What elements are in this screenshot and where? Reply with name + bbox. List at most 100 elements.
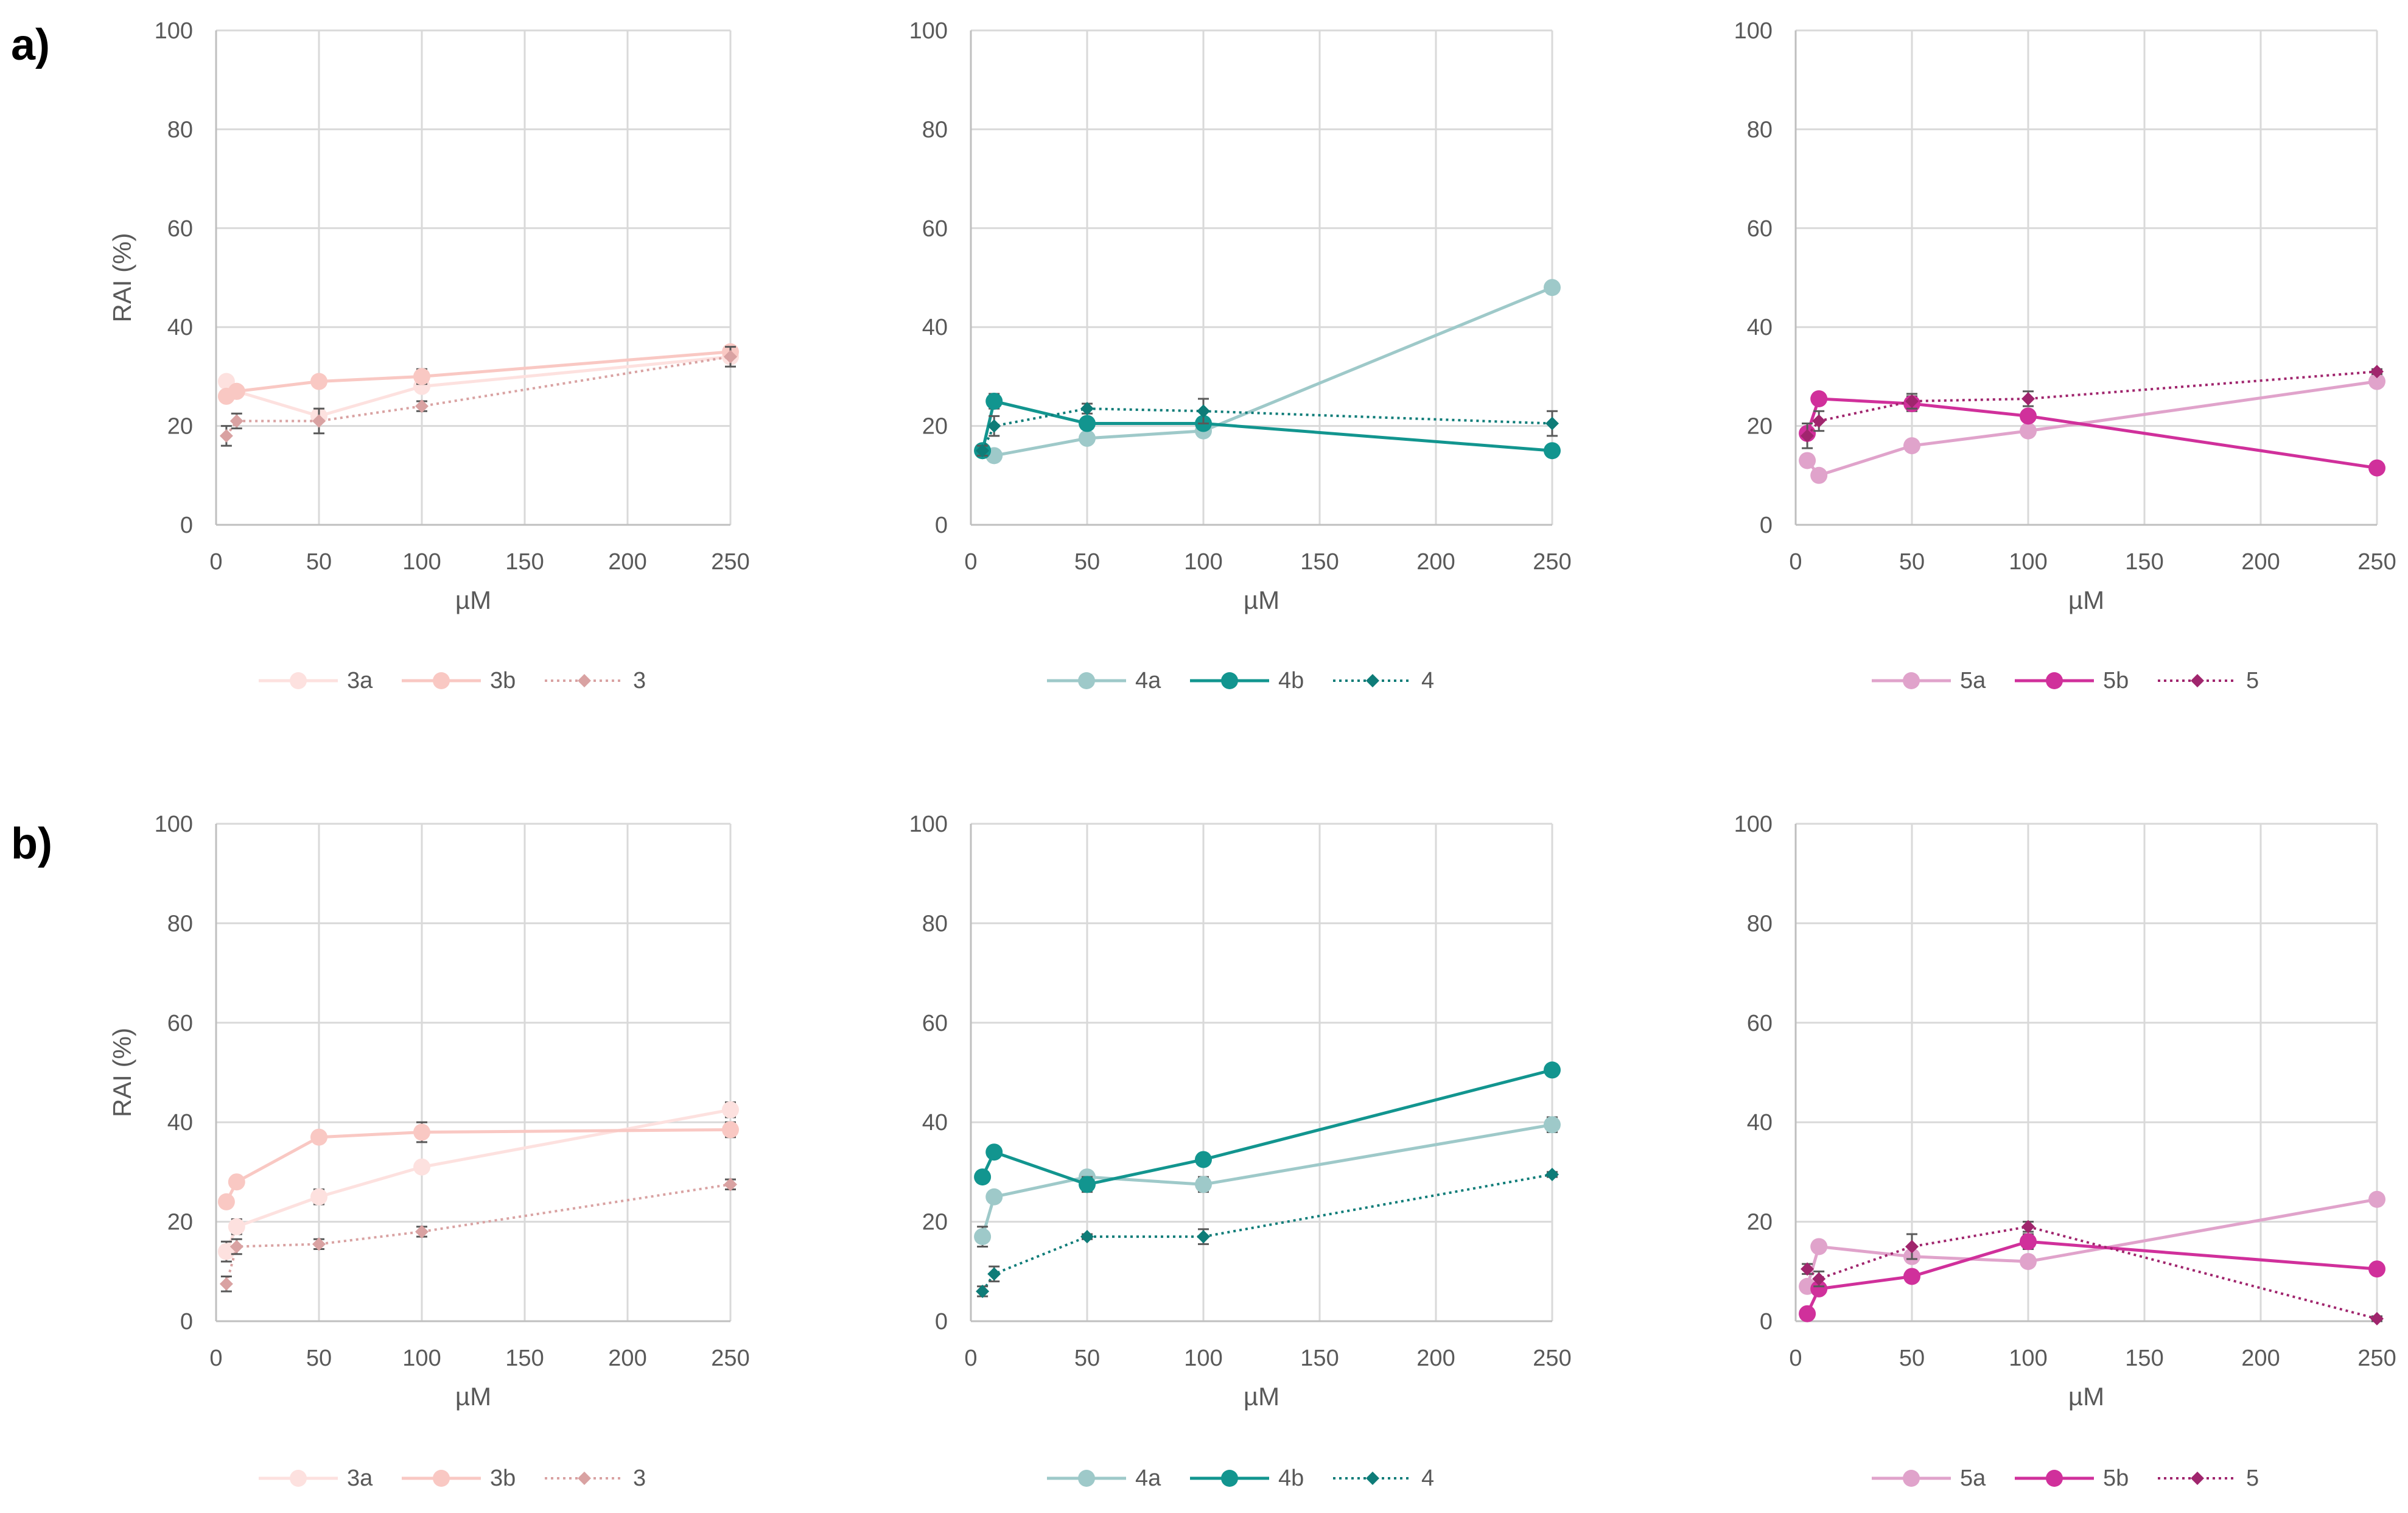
data-point-3b [228, 382, 245, 400]
y-tick-label: 100 [155, 812, 193, 837]
legend-label: 5a [1960, 668, 1986, 693]
y-axis-title: RAI (%) [108, 1028, 136, 1117]
x-tick-label: 50 [1899, 1346, 1925, 1371]
series-3a [217, 348, 739, 425]
series-line-3a [225, 355, 731, 418]
data-point-4 [987, 1267, 1001, 1281]
x-tick-label: 0 [964, 549, 977, 575]
data-point-5b [2368, 1260, 2385, 1278]
legend-label: 5 [2246, 668, 2259, 693]
data-point-4b [1544, 442, 1561, 460]
data-point-4 [1197, 1230, 1210, 1244]
y-tick-label: 60 [922, 216, 948, 242]
y-tick-label: 60 [167, 1011, 193, 1036]
legend-marker [578, 674, 591, 687]
x-tick-label: 50 [306, 1346, 332, 1371]
y-tick-label: 60 [1747, 216, 1773, 242]
data-point-3 [415, 1224, 429, 1238]
data-point-4a [1195, 1176, 1212, 1193]
legend-label: 5a [1960, 1466, 1986, 1491]
x-tick-label: 250 [2357, 1346, 2396, 1371]
series-4a [974, 279, 1561, 465]
data-point-5b [1810, 1280, 1828, 1297]
legend-item-5b: 5b [2015, 668, 2129, 693]
data-point-4 [1080, 1230, 1094, 1244]
data-point-3b [310, 1128, 327, 1146]
legend-marker [290, 672, 307, 689]
y-tick-label: 0 [180, 513, 193, 538]
legend-label: 5b [2103, 668, 2129, 693]
data-point-5 [2370, 365, 2384, 379]
data-point-3b [413, 368, 430, 385]
y-tick-label: 100 [909, 812, 948, 837]
data-point-3 [724, 349, 737, 363]
data-point-5 [2370, 1311, 2384, 1325]
series-line-4a [981, 1123, 1553, 1237]
legend-item-3a: 3a [259, 1466, 373, 1491]
series-line-5b [1805, 397, 2378, 470]
x-tick-label: 0 [1789, 1346, 1802, 1371]
series-line-3b [225, 1128, 731, 1203]
data-point-4b [1195, 1151, 1212, 1168]
y-tick-label: 60 [1747, 1011, 1773, 1036]
legend-item-5: 5 [2158, 668, 2259, 693]
x-tick-label: 100 [1184, 1346, 1222, 1371]
data-point-4a [1544, 1116, 1561, 1134]
legend-marker [1078, 672, 1095, 689]
data-point-5b [1903, 1268, 1920, 1285]
data-point-3b [722, 1121, 739, 1139]
legend-item-4a: 4a [1047, 1466, 1161, 1491]
y-tick-label: 80 [1747, 911, 1773, 936]
series-line-3b [225, 350, 731, 398]
data-point-4a [985, 1188, 1003, 1206]
legend-marker [2046, 1470, 2063, 1487]
series-line-5a [1805, 1198, 2378, 1287]
x-tick-label: 50 [306, 549, 332, 575]
series-line-3 [225, 1183, 731, 1285]
legend-item-3a: 3a [259, 668, 373, 693]
legend-item-5b: 5b [2015, 1466, 2129, 1491]
data-point-4 [976, 444, 990, 458]
data-point-5b [1810, 390, 1828, 407]
data-point-5b [1799, 1305, 1816, 1322]
x-tick-label: 0 [964, 1346, 977, 1371]
x-tick-label: 100 [2009, 1346, 2047, 1371]
legend-label: 3a [347, 668, 373, 693]
legend-marker [1903, 672, 1920, 689]
legend-marker [1078, 1470, 1095, 1487]
data-point-4 [1197, 404, 1210, 418]
data-point-5a [1810, 466, 1828, 484]
data-point-5 [1812, 1272, 1826, 1286]
x-tick-label: 200 [2241, 1346, 2280, 1371]
data-point-3 [219, 429, 233, 443]
y-tick-label: 20 [922, 414, 948, 440]
chart-a-1: 0 20 40 60 80 100 0 50 100 150 200 250 µM RAI (%) 3a 3b… [108, 18, 750, 693]
x-axis-title: µM [2068, 1382, 2104, 1411]
chart-a-2: 0 20 40 60 80 100 0 50 100 150 200 250 µM 4a 4b 4 [909, 18, 1572, 693]
data-point-4b [1079, 1176, 1096, 1193]
legend-item-4a: 4a [1047, 668, 1161, 693]
legend-marker [1221, 1470, 1238, 1487]
y-tick-label: 80 [167, 911, 193, 936]
legend-item-4: 4 [1333, 1466, 1434, 1491]
legend-label: 4 [1421, 1466, 1434, 1491]
data-point-3a [228, 1218, 245, 1235]
data-point-4 [1545, 416, 1559, 430]
series-5 [1801, 365, 2384, 449]
y-tick-label: 80 [1747, 117, 1773, 142]
x-tick-label: 200 [608, 1346, 646, 1371]
series-3b [217, 1121, 739, 1210]
data-point-5b [2368, 459, 2385, 477]
x-axis-title: µM [455, 1382, 491, 1411]
x-tick-label: 150 [1300, 1346, 1339, 1371]
legend-marker [290, 1470, 307, 1487]
data-point-5 [1801, 1262, 1815, 1276]
x-tick-label: 200 [608, 549, 646, 575]
data-point-3b [217, 1193, 235, 1210]
y-tick-label: 100 [909, 18, 948, 44]
data-point-3 [724, 1178, 737, 1192]
chart-b-1: 0 20 40 60 80 100 0 50 100 150 200 250 µM RAI (%) 3a 3b… [108, 812, 750, 1491]
series-3 [219, 1178, 737, 1293]
legend-item-3: 3 [545, 668, 646, 693]
